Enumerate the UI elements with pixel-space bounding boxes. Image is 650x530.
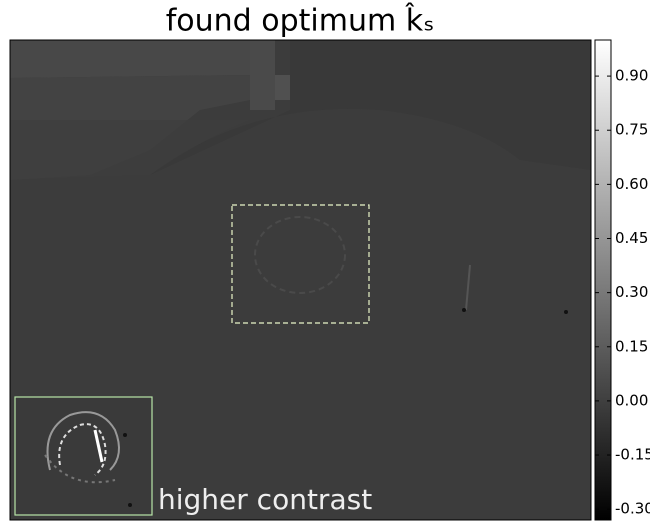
colorbar-tick-label: -0.15 (615, 446, 650, 464)
chart-title: found optimum k̂ₛ (166, 2, 435, 38)
annotation: higher contrast (158, 483, 372, 516)
colorbar-tick-label: 0.45 (615, 229, 648, 247)
colorbar (594, 39, 612, 521)
image (10, 40, 591, 520)
colorbar-tick-label: 0.75 (615, 121, 648, 139)
colorbar-tick-label: 0.00 (615, 391, 648, 409)
colorbar-tick-label: -0.30 (615, 500, 650, 518)
colorbar-tick-label: 0.30 (615, 283, 648, 301)
colorbar-tick-label: 0.15 (615, 337, 648, 355)
colorbar-tick-label: 0.60 (615, 175, 648, 193)
colorbar-tick-label: 0.90 (615, 67, 648, 85)
